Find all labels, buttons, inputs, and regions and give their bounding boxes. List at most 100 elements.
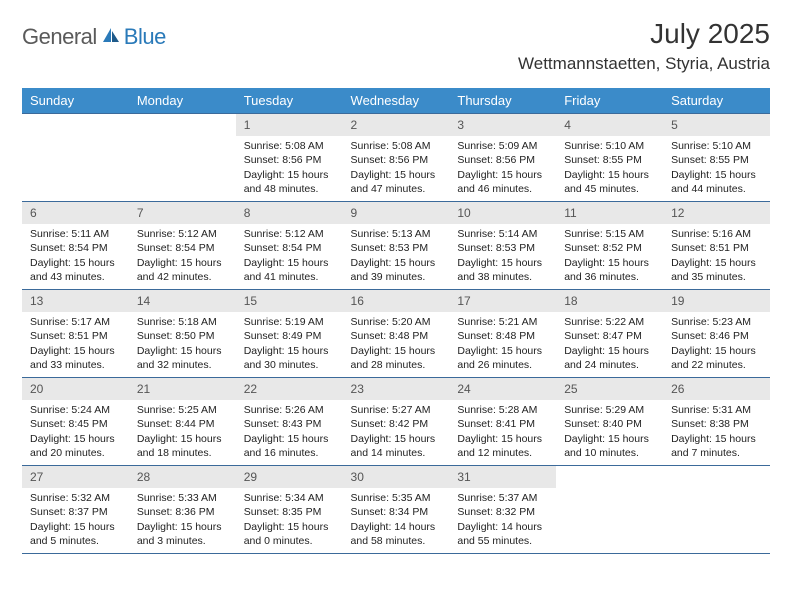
sunrise-line: Sunrise: 5:22 AM (564, 316, 644, 328)
sunrise-line: Sunrise: 5:12 AM (137, 228, 217, 240)
daylight-line: Daylight: 15 hours and 20 minutes. (30, 433, 115, 459)
day-cell: 18Sunrise: 5:22 AMSunset: 8:47 PMDayligh… (556, 290, 663, 378)
daylight-line: Daylight: 15 hours and 39 minutes. (351, 257, 436, 283)
dayhead-monday: Monday (129, 88, 236, 114)
day-cell: 14Sunrise: 5:18 AMSunset: 8:50 PMDayligh… (129, 290, 236, 378)
day-text: Sunrise: 5:25 AMSunset: 8:44 PMDaylight:… (129, 400, 236, 464)
daylight-line: Daylight: 15 hours and 45 minutes. (564, 169, 649, 195)
day-number: 9 (343, 202, 450, 224)
sunset-line: Sunset: 8:55 PM (671, 154, 749, 166)
sunrise-line: Sunrise: 5:18 AM (137, 316, 217, 328)
day-number: 27 (22, 466, 129, 488)
day-cell: 31Sunrise: 5:37 AMSunset: 8:32 PMDayligh… (449, 466, 556, 554)
daylight-line: Daylight: 15 hours and 38 minutes. (457, 257, 542, 283)
sunrise-line: Sunrise: 5:34 AM (244, 492, 324, 504)
sunrise-line: Sunrise: 5:24 AM (30, 404, 110, 416)
day-text: Sunrise: 5:08 AMSunset: 8:56 PMDaylight:… (236, 136, 343, 200)
day-number: 18 (556, 290, 663, 312)
sunset-line: Sunset: 8:35 PM (244, 506, 322, 518)
daylight-line: Daylight: 14 hours and 55 minutes. (457, 521, 542, 547)
day-cell: 19Sunrise: 5:23 AMSunset: 8:46 PMDayligh… (663, 290, 770, 378)
sunrise-line: Sunrise: 5:29 AM (564, 404, 644, 416)
sunrise-line: Sunrise: 5:35 AM (351, 492, 431, 504)
dayhead-sunday: Sunday (22, 88, 129, 114)
day-number: 21 (129, 378, 236, 400)
sunrise-line: Sunrise: 5:21 AM (457, 316, 537, 328)
day-cell: 6Sunrise: 5:11 AMSunset: 8:54 PMDaylight… (22, 202, 129, 290)
day-cell: 3Sunrise: 5:09 AMSunset: 8:56 PMDaylight… (449, 114, 556, 202)
day-cell: 22Sunrise: 5:26 AMSunset: 8:43 PMDayligh… (236, 378, 343, 466)
day-cell: 13Sunrise: 5:17 AMSunset: 8:51 PMDayligh… (22, 290, 129, 378)
sunrise-line: Sunrise: 5:08 AM (244, 140, 324, 152)
daylight-line: Daylight: 15 hours and 41 minutes. (244, 257, 329, 283)
day-text: Sunrise: 5:12 AMSunset: 8:54 PMDaylight:… (129, 224, 236, 288)
day-number: 29 (236, 466, 343, 488)
day-cell: 29Sunrise: 5:34 AMSunset: 8:35 PMDayligh… (236, 466, 343, 554)
day-text: Sunrise: 5:09 AMSunset: 8:56 PMDaylight:… (449, 136, 556, 200)
day-cell: 2Sunrise: 5:08 AMSunset: 8:56 PMDaylight… (343, 114, 450, 202)
sunrise-line: Sunrise: 5:31 AM (671, 404, 751, 416)
dayhead-friday: Friday (556, 88, 663, 114)
week-row: 6Sunrise: 5:11 AMSunset: 8:54 PMDaylight… (22, 202, 770, 290)
day-text: Sunrise: 5:37 AM Sunset: 8:32 PM Daylight:… (449, 488, 556, 552)
daylight-line: Daylight: 15 hours and 22 minutes. (671, 345, 756, 371)
logo: General Blue (22, 24, 166, 50)
logo-text-blue: Blue (124, 24, 166, 50)
day-text: Sunrise: 5:32 AMSunset: 8:37 PMDaylight:… (22, 488, 129, 552)
day-text: Sunrise: 5:10 AMSunset: 8:55 PMDaylight:… (663, 136, 770, 200)
day-number: 2 (343, 114, 450, 136)
sunrise-line: Sunrise: 5:37 AM (457, 492, 537, 504)
sunrise-line: Sunrise: 5:26 AM (244, 404, 324, 416)
day-text: Sunrise: 5:11 AMSunset: 8:54 PMDaylight:… (22, 224, 129, 288)
logo-text-general: General (22, 24, 97, 50)
day-number: 6 (22, 202, 129, 224)
sunset-line: Sunset: 8:54 PM (244, 242, 322, 254)
sunset-line: Sunset: 8:56 PM (244, 154, 322, 166)
day-number: 5 (663, 114, 770, 136)
month-title: July 2025 (518, 18, 770, 50)
day-number: 3 (449, 114, 556, 136)
sunset-line: Sunset: 8:34 PM (351, 506, 429, 518)
day-cell: 12Sunrise: 5:16 AMSunset: 8:51 PMDayligh… (663, 202, 770, 290)
day-text: Sunrise: 5:16 AMSunset: 8:51 PMDaylight:… (663, 224, 770, 288)
day-cell: 15Sunrise: 5:19 AMSunset: 8:49 PMDayligh… (236, 290, 343, 378)
day-cell: 23Sunrise: 5:27 AMSunset: 8:42 PMDayligh… (343, 378, 450, 466)
day-number: 28 (129, 466, 236, 488)
day-text: Sunrise: 5:26 AMSunset: 8:43 PMDaylight:… (236, 400, 343, 464)
day-number: 17 (449, 290, 556, 312)
sunrise-line: Sunrise: 5:11 AM (30, 228, 109, 240)
dayhead-wednesday: Wednesday (343, 88, 450, 114)
daylight-line: Daylight: 15 hours and 43 minutes. (30, 257, 115, 283)
calendar-body: ....1Sunrise: 5:08 AMSunset: 8:56 PMDayl… (22, 114, 770, 554)
day-text: Sunrise: 5:22 AMSunset: 8:47 PMDaylight:… (556, 312, 663, 376)
sunrise-line: Sunrise: 5:10 AM (564, 140, 644, 152)
day-number: 1 (236, 114, 343, 136)
sunset-line: Sunset: 8:32 PM (457, 506, 535, 518)
day-text: Sunrise: 5:13 AMSunset: 8:53 PMDaylight:… (343, 224, 450, 288)
day-cell: 28Sunrise: 5:33 AMSunset: 8:36 PMDayligh… (129, 466, 236, 554)
daylight-line: Daylight: 15 hours and 36 minutes. (564, 257, 649, 283)
week-row: 27Sunrise: 5:32 AMSunset: 8:37 PMDayligh… (22, 466, 770, 554)
sunrise-line: Sunrise: 5:14 AM (457, 228, 537, 240)
day-number: 14 (129, 290, 236, 312)
day-text: Sunrise: 5:19 AMSunset: 8:49 PMDaylight:… (236, 312, 343, 376)
week-row: 20Sunrise: 5:24 AMSunset: 8:45 PMDayligh… (22, 378, 770, 466)
day-cell: .. (556, 466, 663, 554)
day-cell: .. (129, 114, 236, 202)
daylight-line: Daylight: 15 hours and 7 minutes. (671, 433, 756, 459)
daylight-line: Daylight: 15 hours and 47 minutes. (351, 169, 436, 195)
daylight-line: Daylight: 15 hours and 26 minutes. (457, 345, 542, 371)
sunset-line: Sunset: 8:40 PM (564, 418, 642, 430)
day-number: 22 (236, 378, 343, 400)
day-number: 4 (556, 114, 663, 136)
daylight-line: Daylight: 15 hours and 12 minutes. (457, 433, 542, 459)
sunrise-line: Sunrise: 5:23 AM (671, 316, 751, 328)
daylight-line: Daylight: 15 hours and 10 minutes. (564, 433, 649, 459)
daylight-line: Daylight: 15 hours and 46 minutes. (457, 169, 542, 195)
day-text: Sunrise: 5:20 AMSunset: 8:48 PMDaylight:… (343, 312, 450, 376)
dayhead-saturday: Saturday (663, 88, 770, 114)
day-number: 8 (236, 202, 343, 224)
week-row: ....1Sunrise: 5:08 AMSunset: 8:56 PMDayl… (22, 114, 770, 202)
sunset-line: Sunset: 8:56 PM (457, 154, 535, 166)
day-cell: 21Sunrise: 5:25 AMSunset: 8:44 PMDayligh… (129, 378, 236, 466)
